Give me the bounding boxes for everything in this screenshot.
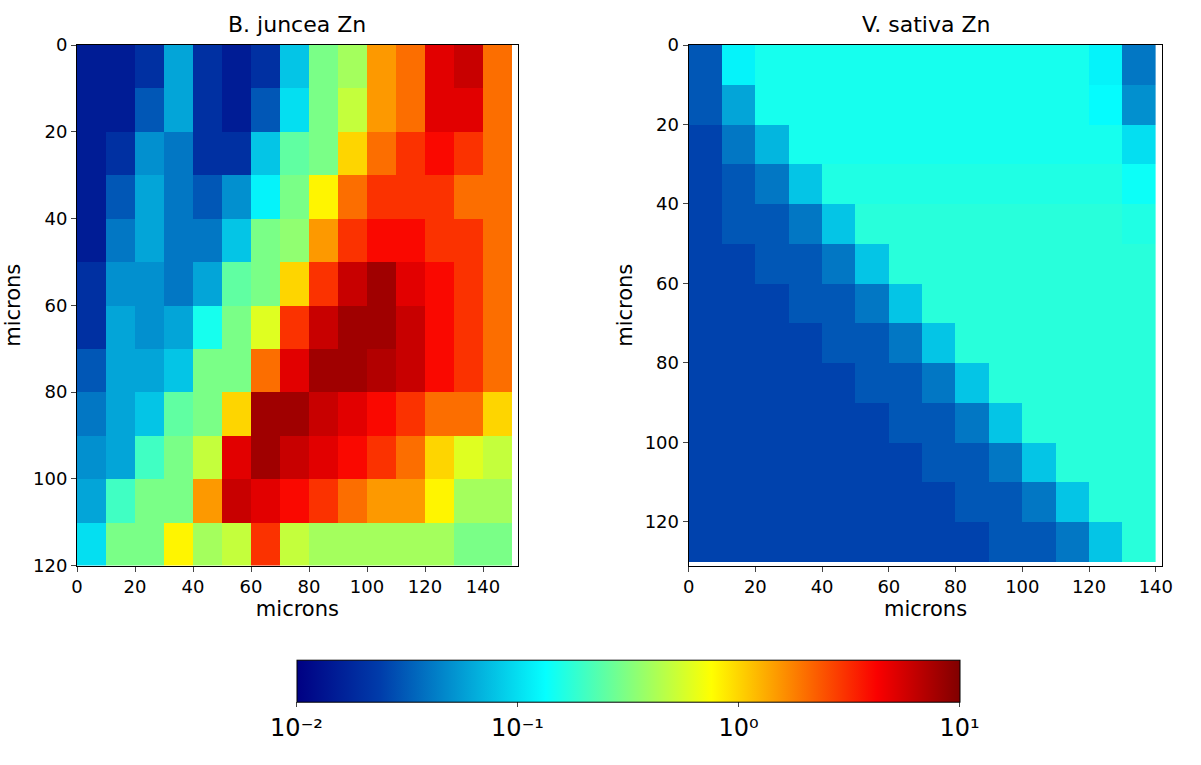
svg-text:120: 120 — [1072, 576, 1106, 597]
svg-text:10⁻¹: 10⁻¹ — [491, 714, 544, 742]
svg-text:microns: microns — [256, 597, 339, 621]
svg-text:100: 100 — [33, 468, 67, 489]
svg-text:10⁰: 10⁰ — [718, 714, 758, 742]
svg-text:120: 120 — [33, 555, 67, 576]
svg-text:100: 100 — [1005, 576, 1039, 597]
svg-text:0: 0 — [668, 34, 679, 55]
svg-text:60: 60 — [44, 295, 67, 316]
svg-text:60: 60 — [656, 273, 679, 294]
svg-text:B. juncea Zn: B. juncea Zn — [228, 12, 366, 37]
svg-text:60: 60 — [877, 576, 900, 597]
svg-text:120: 120 — [408, 576, 442, 597]
svg-text:microns: microns — [613, 264, 637, 347]
svg-text:40: 40 — [656, 193, 679, 214]
svg-text:80: 80 — [944, 576, 967, 597]
svg-text:120: 120 — [645, 511, 679, 532]
svg-text:40: 40 — [44, 208, 67, 229]
svg-text:10¹: 10¹ — [939, 714, 979, 742]
svg-text:80: 80 — [298, 576, 321, 597]
svg-text:microns: microns — [884, 597, 967, 621]
svg-text:microns: microns — [1, 264, 25, 347]
svg-text:20: 20 — [744, 576, 767, 597]
svg-text:100: 100 — [350, 576, 384, 597]
svg-text:V. sativa Zn: V. sativa Zn — [862, 12, 990, 37]
svg-text:140: 140 — [466, 576, 500, 597]
svg-text:100: 100 — [645, 432, 679, 453]
svg-text:10⁻²: 10⁻² — [270, 714, 323, 742]
svg-text:60: 60 — [240, 576, 263, 597]
svg-text:40: 40 — [811, 576, 834, 597]
svg-text:20: 20 — [656, 114, 679, 135]
svg-text:40: 40 — [182, 576, 205, 597]
svg-text:80: 80 — [44, 381, 67, 402]
svg-text:0: 0 — [683, 576, 694, 597]
svg-text:20: 20 — [124, 576, 147, 597]
svg-text:20: 20 — [44, 121, 67, 142]
svg-text:0: 0 — [71, 576, 82, 597]
svg-text:0: 0 — [56, 34, 67, 55]
svg-text:80: 80 — [656, 352, 679, 373]
svg-text:140: 140 — [1139, 576, 1173, 597]
